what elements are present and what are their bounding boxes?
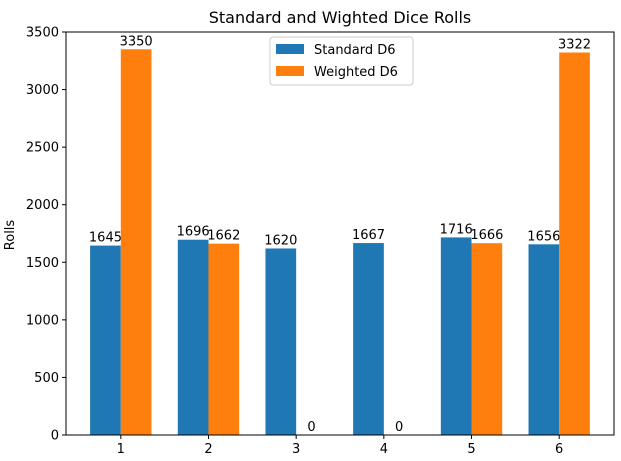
data-label-weighted-6: 3322 (558, 37, 591, 52)
chart-title: Standard and Wighted Dice Rolls (209, 8, 472, 27)
data-label-standard-2: 1696 (177, 225, 210, 240)
plot-frame (65, 31, 615, 436)
bar-weighted-2 (208, 243, 240, 435)
bar-standard-1 (90, 245, 121, 435)
bar-weighted-6 (559, 52, 590, 436)
data-label-standard-3: 1620 (264, 233, 297, 248)
x-tick-label: 5 (467, 442, 475, 457)
x-tick-label: 4 (380, 442, 388, 457)
data-label-weighted-2: 1662 (207, 229, 240, 244)
legend: Standard D6 Weighted D6 (269, 36, 414, 86)
legend-swatch-weighted (276, 66, 304, 76)
y-tick-label: 3000 (26, 83, 59, 98)
x-tick-label: 6 (555, 442, 563, 457)
bar-weighted-1 (120, 49, 152, 436)
data-label-standard-5: 1716 (440, 222, 473, 237)
bar-standard-3 (265, 248, 297, 435)
bar-standard-2 (177, 239, 209, 435)
y-tick-label: 500 (34, 371, 59, 386)
data-label-weighted-1: 3350 (120, 34, 153, 49)
bar-standard-6 (528, 244, 560, 435)
y-tick-label: 2000 (26, 198, 59, 213)
y-axis-title: Rolls (3, 220, 18, 251)
data-label-weighted-5: 1666 (470, 228, 503, 243)
data-label-weighted-3: 0 (307, 420, 315, 435)
data-label-standard-1: 1645 (89, 231, 122, 246)
legend-box (269, 36, 414, 86)
y-tick-label: 1500 (26, 256, 59, 271)
legend-swatch-standard (276, 44, 304, 54)
y-tick-label: 0 (51, 429, 59, 444)
x-tick-label: 2 (204, 442, 212, 457)
bar-weighted-5 (471, 243, 503, 435)
y-tick-label: 2500 (26, 141, 59, 156)
legend-label-standard: Standard D6 (314, 43, 396, 58)
bar-standard-5 (440, 237, 472, 435)
bar-standard-4 (353, 243, 384, 435)
data-label-standard-6: 1656 (527, 229, 560, 244)
data-label-weighted-4: 0 (395, 420, 403, 435)
x-tick-label: 3 (292, 442, 300, 457)
y-tick-label: 1000 (26, 313, 59, 328)
y-tick-label: 3500 (26, 26, 59, 41)
legend-label-weighted: Weighted D6 (314, 65, 398, 80)
data-label-standard-4: 1667 (352, 228, 385, 243)
x-tick-label: 1 (117, 442, 125, 457)
